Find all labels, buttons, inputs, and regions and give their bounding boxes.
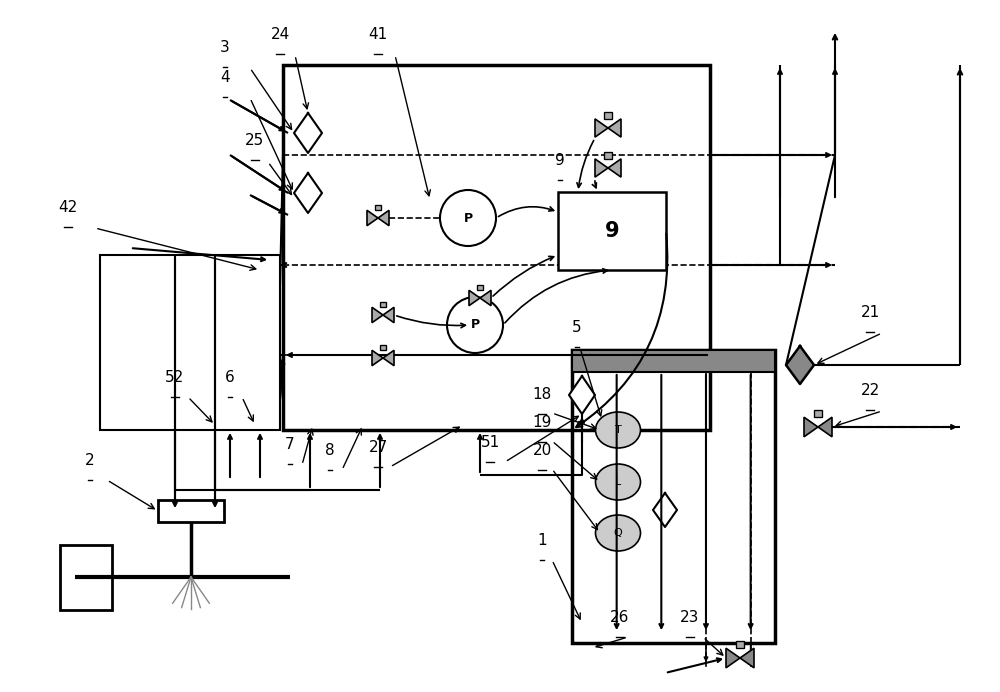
FancyArrowPatch shape xyxy=(592,181,596,188)
Bar xyxy=(100,255,280,430)
Polygon shape xyxy=(383,307,394,322)
Text: 41: 41 xyxy=(368,27,388,42)
Ellipse shape xyxy=(596,464,640,500)
Bar xyxy=(814,410,822,417)
Bar xyxy=(736,641,744,648)
Ellipse shape xyxy=(596,515,640,551)
Text: Q: Q xyxy=(614,528,622,538)
FancyArrowPatch shape xyxy=(397,316,465,328)
Polygon shape xyxy=(653,493,677,527)
Text: 9: 9 xyxy=(605,221,619,241)
Text: P: P xyxy=(470,318,480,331)
Text: 8: 8 xyxy=(325,443,335,458)
Text: 27: 27 xyxy=(368,440,388,455)
Polygon shape xyxy=(726,648,740,668)
Bar xyxy=(283,65,710,430)
FancyArrowPatch shape xyxy=(505,268,607,323)
Polygon shape xyxy=(740,648,754,668)
Text: 52: 52 xyxy=(165,370,185,385)
Polygon shape xyxy=(804,417,818,437)
Polygon shape xyxy=(378,210,389,226)
Text: 4: 4 xyxy=(220,70,230,85)
Bar xyxy=(572,350,775,372)
Text: 51: 51 xyxy=(480,435,500,450)
Polygon shape xyxy=(569,376,595,414)
Polygon shape xyxy=(786,346,814,384)
Text: 3: 3 xyxy=(220,40,230,55)
Text: T: T xyxy=(615,425,621,435)
Text: 19: 19 xyxy=(532,415,552,430)
Bar xyxy=(604,152,612,159)
Text: 18: 18 xyxy=(532,387,552,402)
Polygon shape xyxy=(367,210,378,226)
Text: 23: 23 xyxy=(680,610,700,625)
Text: 9: 9 xyxy=(555,153,565,168)
Ellipse shape xyxy=(596,412,640,448)
Polygon shape xyxy=(608,159,621,177)
Text: 42: 42 xyxy=(58,200,78,215)
Text: 7: 7 xyxy=(285,437,295,452)
Polygon shape xyxy=(372,350,383,365)
Circle shape xyxy=(440,190,496,246)
Text: P: P xyxy=(463,212,473,224)
Polygon shape xyxy=(818,417,832,437)
Polygon shape xyxy=(383,350,394,365)
Bar xyxy=(604,112,612,119)
Polygon shape xyxy=(595,119,608,137)
Bar xyxy=(158,500,224,522)
Text: 26: 26 xyxy=(610,610,630,625)
Polygon shape xyxy=(372,307,383,322)
FancyArrowPatch shape xyxy=(498,207,554,217)
Text: 5: 5 xyxy=(572,320,582,335)
Text: 6: 6 xyxy=(225,370,235,385)
FancyArrowPatch shape xyxy=(493,256,554,296)
Bar xyxy=(572,350,775,643)
Bar xyxy=(380,302,386,307)
Text: 22: 22 xyxy=(860,383,880,398)
Bar xyxy=(60,545,112,610)
FancyArrowPatch shape xyxy=(577,140,594,188)
Text: 2: 2 xyxy=(85,453,95,468)
Circle shape xyxy=(447,297,503,353)
Text: 20: 20 xyxy=(532,443,552,458)
Text: 24: 24 xyxy=(270,27,290,42)
Text: 21: 21 xyxy=(860,305,880,320)
Polygon shape xyxy=(469,291,480,306)
Polygon shape xyxy=(294,113,322,153)
Text: 1: 1 xyxy=(537,533,547,548)
Polygon shape xyxy=(480,291,491,306)
Polygon shape xyxy=(608,119,621,137)
Bar xyxy=(380,345,386,350)
Text: 25: 25 xyxy=(245,133,265,148)
Bar xyxy=(558,192,666,270)
Bar xyxy=(375,205,381,210)
Text: L: L xyxy=(615,477,621,487)
Polygon shape xyxy=(294,173,322,213)
Polygon shape xyxy=(595,159,608,177)
Bar xyxy=(477,285,483,291)
FancyArrowPatch shape xyxy=(576,234,667,427)
